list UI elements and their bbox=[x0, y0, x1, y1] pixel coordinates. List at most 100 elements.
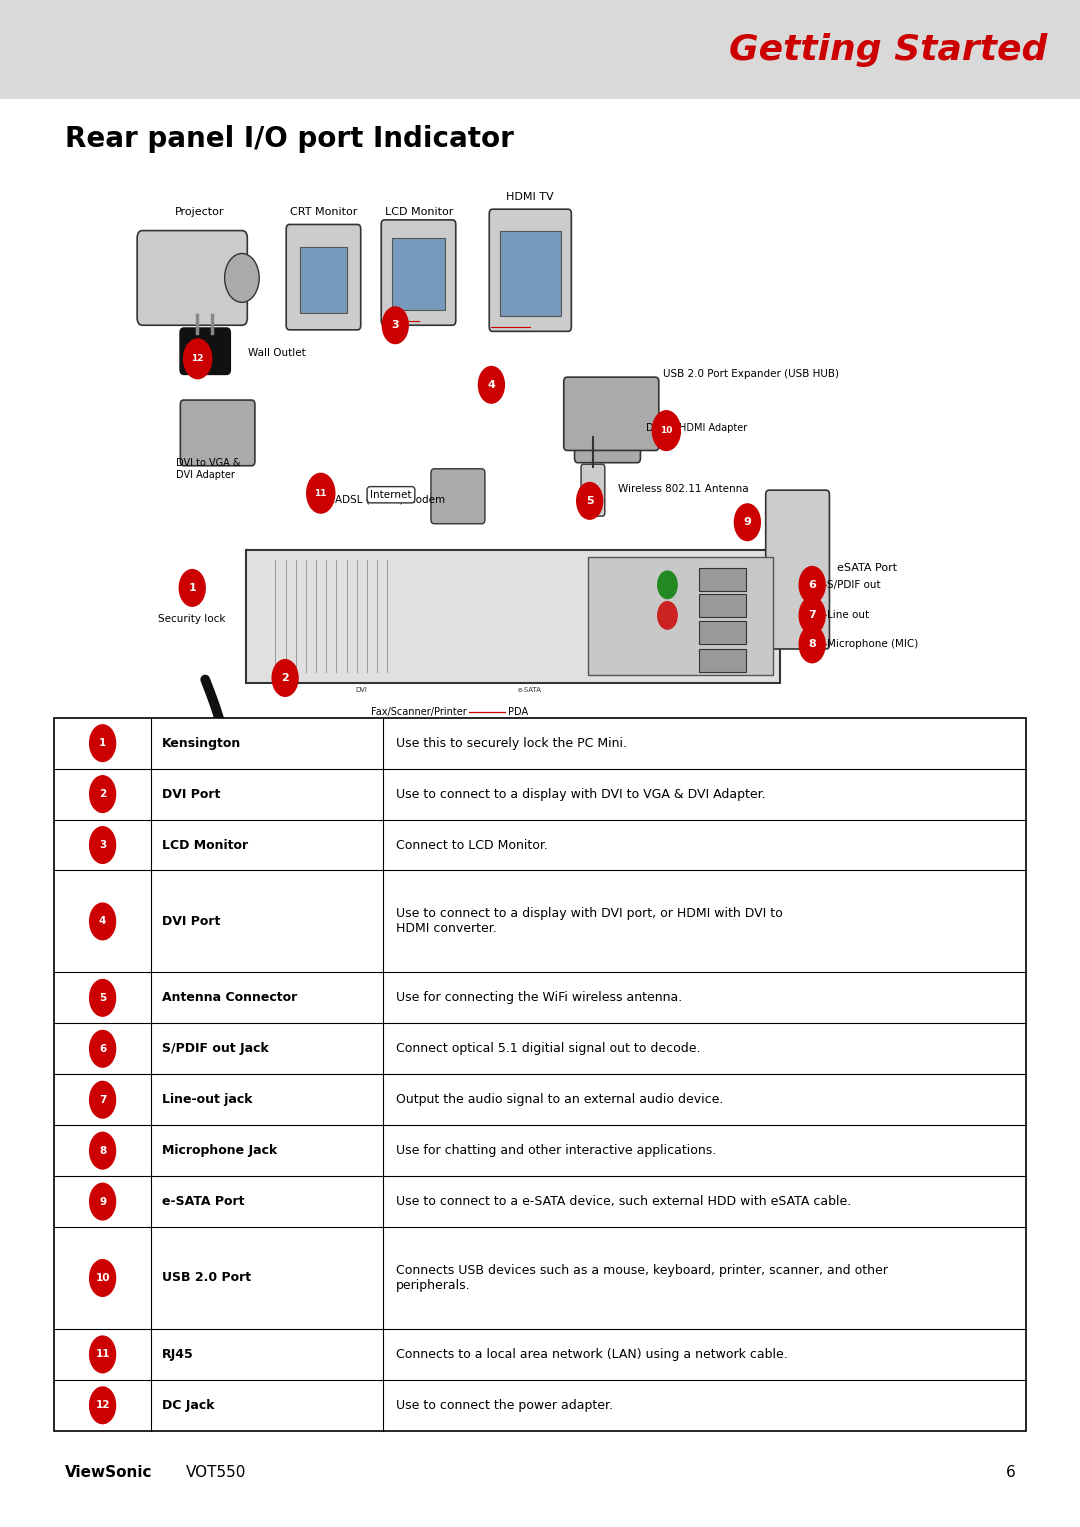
Circle shape bbox=[90, 1387, 116, 1423]
Circle shape bbox=[478, 366, 504, 403]
Text: 7: 7 bbox=[808, 611, 816, 620]
Text: 2: 2 bbox=[281, 673, 289, 683]
FancyBboxPatch shape bbox=[564, 377, 659, 450]
Circle shape bbox=[577, 483, 603, 519]
Text: 10: 10 bbox=[660, 426, 673, 435]
Text: DVI: DVI bbox=[356, 687, 367, 693]
FancyBboxPatch shape bbox=[489, 209, 571, 331]
Text: 6: 6 bbox=[99, 1044, 106, 1054]
Circle shape bbox=[90, 979, 116, 1015]
Circle shape bbox=[799, 567, 825, 603]
Text: Line-out jack: Line-out jack bbox=[162, 1093, 253, 1106]
Text: Wireless 802.11 Antenna: Wireless 802.11 Antenna bbox=[618, 484, 748, 493]
Text: Connects USB devices such as a mouse, keyboard, printer, scanner, and other
peri: Connects USB devices such as a mouse, ke… bbox=[396, 1264, 888, 1292]
Text: RJ45: RJ45 bbox=[162, 1348, 193, 1361]
Circle shape bbox=[658, 571, 677, 599]
Text: Connect optical 5.1 digitial signal out to decode.: Connect optical 5.1 digitial signal out … bbox=[396, 1043, 701, 1055]
Text: Use to connect to a e-SATA device, such external HDD with eSATA cable.: Use to connect to a e-SATA device, such … bbox=[396, 1196, 852, 1208]
Circle shape bbox=[307, 473, 335, 513]
Text: Use to connect to a display with DVI port, or HDMI with DVI to
HDMI converter.: Use to connect to a display with DVI por… bbox=[396, 907, 783, 936]
Circle shape bbox=[382, 307, 408, 344]
Text: Fax/Scanner/Printer: Fax/Scanner/Printer bbox=[370, 707, 467, 716]
Circle shape bbox=[272, 660, 298, 696]
Text: Webcam: Webcam bbox=[508, 759, 550, 768]
Text: DVI to HDMI Adapter: DVI to HDMI Adapter bbox=[646, 423, 747, 432]
Text: Connects to a local area network (LAN) using a network cable.: Connects to a local area network (LAN) u… bbox=[396, 1348, 788, 1361]
FancyBboxPatch shape bbox=[381, 220, 456, 325]
Text: 5: 5 bbox=[99, 993, 106, 1003]
Text: Antenna Connector: Antenna Connector bbox=[162, 991, 297, 1005]
FancyBboxPatch shape bbox=[180, 328, 230, 374]
Circle shape bbox=[90, 725, 116, 762]
Text: S/PDIF out: S/PDIF out bbox=[827, 580, 881, 589]
Circle shape bbox=[184, 339, 212, 379]
Text: Line out: Line out bbox=[827, 611, 869, 620]
FancyBboxPatch shape bbox=[180, 400, 255, 466]
Circle shape bbox=[652, 411, 680, 450]
Text: Joystick: Joystick bbox=[508, 785, 544, 794]
Circle shape bbox=[90, 776, 116, 812]
Text: ADSL (Cable) Modem: ADSL (Cable) Modem bbox=[335, 495, 445, 504]
Text: 4: 4 bbox=[99, 916, 106, 927]
Text: 2: 2 bbox=[99, 789, 106, 799]
FancyBboxPatch shape bbox=[699, 621, 746, 644]
Text: Bluetooth Dongo: Bluetooth Dongo bbox=[384, 733, 467, 742]
Text: 7: 7 bbox=[99, 1095, 106, 1104]
Text: 11: 11 bbox=[95, 1350, 110, 1359]
Text: DVI Port: DVI Port bbox=[162, 915, 220, 928]
FancyBboxPatch shape bbox=[699, 594, 746, 617]
Text: 12: 12 bbox=[95, 1400, 110, 1411]
Text: e-SATA: e-SATA bbox=[517, 687, 541, 693]
Text: 9: 9 bbox=[99, 1197, 106, 1206]
FancyBboxPatch shape bbox=[54, 718, 1026, 1431]
FancyBboxPatch shape bbox=[246, 550, 780, 683]
FancyBboxPatch shape bbox=[575, 403, 640, 463]
Text: USB 2.0 Port: USB 2.0 Port bbox=[162, 1272, 252, 1284]
Text: 5: 5 bbox=[585, 496, 594, 505]
Text: Projector: Projector bbox=[175, 206, 225, 217]
Text: e-SATA Port: e-SATA Port bbox=[162, 1196, 244, 1208]
Text: Kensington: Kensington bbox=[162, 736, 241, 750]
Circle shape bbox=[90, 1260, 116, 1296]
Text: 9: 9 bbox=[743, 518, 752, 527]
Text: PDA: PDA bbox=[508, 707, 528, 716]
Circle shape bbox=[225, 253, 259, 302]
FancyBboxPatch shape bbox=[699, 568, 746, 591]
Circle shape bbox=[734, 504, 760, 541]
Circle shape bbox=[799, 626, 825, 663]
Text: Microphone (MIC): Microphone (MIC) bbox=[827, 640, 918, 649]
Text: CRT Monitor: CRT Monitor bbox=[291, 206, 357, 217]
Text: VOT550: VOT550 bbox=[186, 1464, 246, 1480]
Circle shape bbox=[658, 602, 677, 629]
Circle shape bbox=[90, 826, 116, 863]
Text: Connect to LCD Monitor.: Connect to LCD Monitor. bbox=[396, 838, 549, 852]
Text: 12: 12 bbox=[191, 354, 204, 363]
FancyBboxPatch shape bbox=[581, 464, 605, 516]
FancyBboxPatch shape bbox=[766, 490, 829, 649]
Text: Rear panel I/O port Indicator: Rear panel I/O port Indicator bbox=[65, 125, 514, 153]
Text: Use for chatting and other interactive applications.: Use for chatting and other interactive a… bbox=[396, 1144, 717, 1157]
Circle shape bbox=[179, 570, 205, 606]
Text: 8: 8 bbox=[808, 640, 816, 649]
Text: 3: 3 bbox=[391, 321, 400, 330]
Text: 3: 3 bbox=[99, 840, 106, 851]
Circle shape bbox=[799, 597, 825, 634]
Text: 6: 6 bbox=[808, 580, 816, 589]
Text: HDMI TV: HDMI TV bbox=[507, 191, 554, 202]
Text: Wireless Lan Card: Wireless Lan Card bbox=[379, 759, 467, 768]
Text: USB TV Tuner Box: USB TV Tuner Box bbox=[380, 785, 467, 794]
Text: DC Jack: DC Jack bbox=[162, 1399, 215, 1412]
Text: Use to connect the power adapter.: Use to connect the power adapter. bbox=[396, 1399, 613, 1412]
Circle shape bbox=[90, 1336, 116, 1373]
Text: USB HDD: USB HDD bbox=[421, 811, 467, 820]
Circle shape bbox=[90, 1133, 116, 1170]
Text: Getting Started: Getting Started bbox=[729, 34, 1048, 67]
Text: 10: 10 bbox=[95, 1274, 110, 1283]
Circle shape bbox=[90, 1183, 116, 1220]
Text: 4: 4 bbox=[487, 380, 496, 389]
FancyBboxPatch shape bbox=[286, 224, 361, 330]
Text: Use for connecting the WiFi wireless antenna.: Use for connecting the WiFi wireless ant… bbox=[396, 991, 683, 1005]
FancyBboxPatch shape bbox=[699, 649, 746, 672]
Text: Internet: Internet bbox=[370, 490, 411, 499]
Text: eSATA Port: eSATA Port bbox=[837, 563, 897, 573]
